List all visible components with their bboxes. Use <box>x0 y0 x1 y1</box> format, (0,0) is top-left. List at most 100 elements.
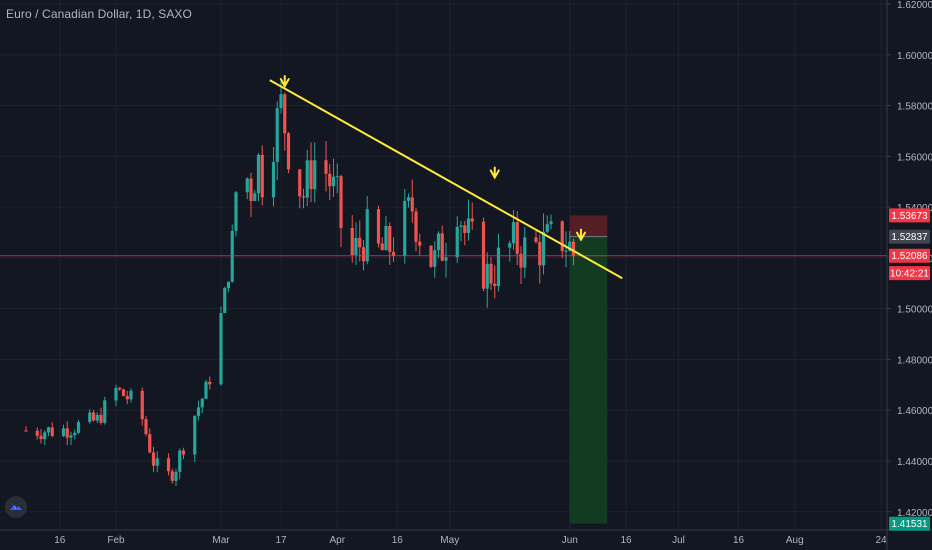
x-axis-tick-label: Jul <box>672 535 685 546</box>
candle-body <box>283 94 287 134</box>
candle-body <box>433 250 437 267</box>
candle-body <box>376 209 381 244</box>
candle-body <box>121 389 126 397</box>
candle-body <box>73 432 77 436</box>
candle-body <box>114 387 118 401</box>
y-axis-tick-label: 1.60000 <box>897 51 932 62</box>
candle-body <box>178 450 182 472</box>
candle-body <box>414 211 418 242</box>
trendline <box>269 79 623 280</box>
x-axis-tick-label: Feb <box>107 535 125 546</box>
candle-body <box>335 176 339 178</box>
take-profit-zone <box>569 236 608 524</box>
y-axis-tick-label: 1.48000 <box>897 355 932 366</box>
candle-body <box>148 434 152 453</box>
x-axis-tick-label: May <box>440 535 459 546</box>
candle-body <box>534 237 538 242</box>
candle-body <box>39 435 43 440</box>
price-badge-label: 1.41531 <box>891 519 928 530</box>
candle-body <box>339 176 343 229</box>
candle-body <box>523 237 527 268</box>
mountain-logo-icon <box>10 505 22 510</box>
price-badge <box>889 266 930 281</box>
candle-body <box>286 133 291 170</box>
candle-body <box>331 176 336 187</box>
candle-body <box>410 197 414 212</box>
candle-body <box>354 237 358 255</box>
candle-body <box>234 192 238 231</box>
symbol-title: Euro / Canadian Dollar, 1D, SAXO <box>6 7 192 21</box>
candle-body <box>256 154 261 194</box>
candle-body <box>313 160 317 190</box>
candle-body <box>200 398 204 408</box>
candle-body <box>118 387 122 390</box>
candle-body <box>391 251 396 256</box>
candle-body <box>208 381 212 385</box>
candle-body <box>69 435 73 438</box>
candle-body <box>298 169 302 197</box>
candle-body <box>125 396 129 400</box>
candle-body <box>260 154 264 198</box>
candle-body <box>65 428 69 438</box>
candle-body <box>151 452 156 466</box>
candle-body <box>50 427 54 436</box>
candle-body <box>560 221 564 252</box>
x-axis-tick-label: Aug <box>786 535 804 546</box>
candle-body <box>406 197 411 201</box>
candle-body <box>361 247 366 262</box>
candle-body <box>279 94 283 109</box>
price-badge <box>889 248 930 263</box>
candle-body <box>249 178 253 202</box>
down-arrow-icon <box>279 75 290 89</box>
y-axis-tick-label: 1.56000 <box>897 152 932 163</box>
x-axis-tick-label: 16 <box>392 535 404 546</box>
candle-body <box>275 108 279 162</box>
candle-body <box>193 415 197 455</box>
candle-body <box>253 193 257 202</box>
candle-body <box>140 390 144 420</box>
candle-body <box>95 414 99 421</box>
candle-body <box>88 412 92 422</box>
candle-body <box>545 224 549 232</box>
candle-body <box>511 222 516 244</box>
down-arrow-icon <box>576 228 586 242</box>
candle-body <box>564 250 568 252</box>
y-axis-tick-label: 1.62000 <box>897 0 932 11</box>
candle-body <box>541 231 546 266</box>
stop-loss-zone <box>569 215 608 237</box>
y-axis-tick-label: 1.50000 <box>897 305 932 316</box>
candle-body <box>155 458 159 466</box>
candle-body <box>515 222 519 254</box>
candle-body <box>305 160 309 198</box>
candle-body <box>384 226 388 251</box>
candle-body <box>99 414 103 423</box>
candle-body <box>429 245 433 267</box>
candle-body <box>204 381 208 399</box>
logo-icon[interactable] <box>5 496 27 518</box>
candle-body <box>455 226 459 258</box>
candle-body <box>496 247 501 287</box>
candle-body <box>549 221 553 225</box>
candle-body <box>485 263 489 289</box>
down-arrow-icon <box>489 166 500 180</box>
candle-body <box>219 313 223 385</box>
price-badge <box>889 516 930 531</box>
x-axis-tick-label: 17 <box>275 535 287 546</box>
candle-body <box>35 430 39 436</box>
candle-body <box>309 160 313 190</box>
candle-body <box>196 407 201 416</box>
candle-body <box>571 241 576 256</box>
candle-body <box>489 263 493 284</box>
candle-body <box>519 253 523 268</box>
price-badge-label: 10:42:21 <box>890 269 929 280</box>
x-axis-tick-label: 16 <box>733 535 745 546</box>
candle-body <box>418 241 422 246</box>
candle-body <box>324 160 328 174</box>
candle-body <box>245 178 249 193</box>
candle-body <box>271 161 276 198</box>
x-axis-tick-label: Apr <box>329 535 345 546</box>
candle-body <box>43 432 47 440</box>
candle-body <box>538 241 542 266</box>
candle-body <box>365 209 369 262</box>
